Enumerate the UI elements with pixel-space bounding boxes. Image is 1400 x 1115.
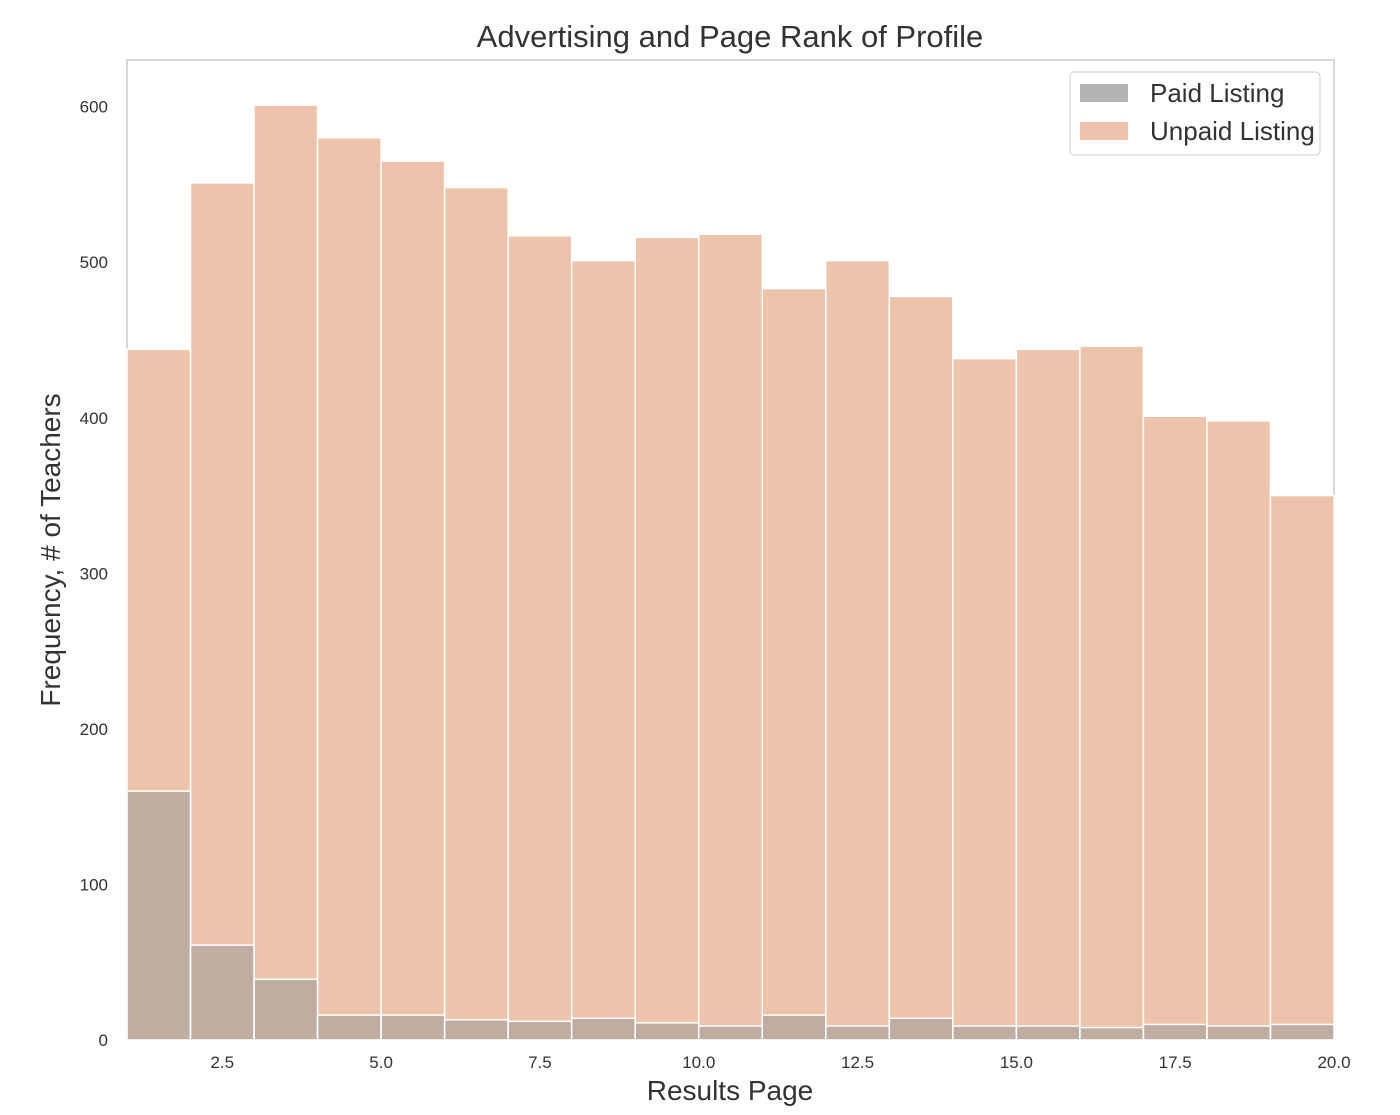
bar-unpaid-listing-13 bbox=[888, 295, 954, 1041]
bar-unpaid-listing-9 bbox=[634, 236, 700, 1041]
bar-unpaid-listing-16 bbox=[1079, 345, 1145, 1041]
bar-paid-listing-2 bbox=[189, 944, 255, 1041]
bar-unpaid-listing-10 bbox=[697, 233, 764, 1041]
legend-swatch-unpaid bbox=[1080, 122, 1128, 140]
bar-unpaid-listing-3 bbox=[253, 104, 319, 1041]
bar-unpaid-listing-15 bbox=[1015, 348, 1081, 1041]
legend-label-unpaid: Unpaid Listing bbox=[1150, 116, 1315, 146]
bar-paid-listing-18 bbox=[1206, 1025, 1272, 1041]
bar-paid-listing-1 bbox=[126, 790, 192, 1041]
x-tick-label: 7.5 bbox=[528, 1053, 552, 1072]
x-tick-label: 15.0 bbox=[1000, 1053, 1033, 1072]
bar-paid-listing-19 bbox=[1269, 1023, 1335, 1041]
legend: Paid Listing Unpaid Listing bbox=[1069, 71, 1321, 156]
bar-paid-listing-12 bbox=[825, 1025, 891, 1041]
bar-paid-listing-11 bbox=[761, 1014, 827, 1041]
bar-unpaid-listing-7 bbox=[507, 235, 573, 1041]
bar-paid-listing-16 bbox=[1079, 1026, 1145, 1041]
x-tick-label: 17.5 bbox=[1159, 1053, 1192, 1072]
y-tick-label: 100 bbox=[80, 875, 108, 894]
legend-box bbox=[1069, 71, 1321, 156]
x-tick-label: 12.5 bbox=[841, 1053, 874, 1072]
y-axis-ticks: 0 100 200 300 400 500 600 bbox=[80, 98, 108, 1050]
legend-label-paid: Paid Listing bbox=[1150, 78, 1284, 108]
bar-paid-listing-7 bbox=[507, 1020, 573, 1041]
bar-paid-listing-9 bbox=[634, 1022, 700, 1041]
y-tick-label: 600 bbox=[80, 98, 108, 117]
legend-swatch-paid bbox=[1080, 84, 1128, 102]
bar-paid-listing-5 bbox=[380, 1014, 446, 1041]
y-tick-label: 300 bbox=[80, 564, 108, 583]
bars-group bbox=[126, 104, 1335, 1041]
bar-paid-listing-17 bbox=[1142, 1023, 1208, 1041]
bar-unpaid-listing-5 bbox=[380, 160, 446, 1041]
x-tick-label: 5.0 bbox=[369, 1053, 393, 1072]
bar-paid-listing-14 bbox=[952, 1025, 1018, 1041]
bar-unpaid-listing-11 bbox=[761, 287, 827, 1041]
bar-unpaid-listing-18 bbox=[1206, 420, 1272, 1041]
bar-unpaid-listing-12 bbox=[825, 259, 891, 1041]
bar-paid-listing-15 bbox=[1015, 1025, 1081, 1041]
bar-unpaid-listing-6 bbox=[443, 186, 509, 1041]
y-tick-label: 0 bbox=[99, 1031, 108, 1050]
chart-title: Advertising and Page Rank of Profile bbox=[477, 19, 984, 54]
y-tick-label: 500 bbox=[80, 253, 108, 272]
x-axis-ticks: 2.5 5.0 7.5 10.0 12.5 15.0 17.5 20.0 bbox=[210, 1053, 1350, 1072]
bar-paid-listing-13 bbox=[888, 1017, 954, 1041]
bar-paid-listing-4 bbox=[316, 1014, 382, 1041]
bar-paid-listing-3 bbox=[253, 978, 319, 1041]
bar-unpaid-listing-4 bbox=[316, 137, 382, 1041]
y-axis-label: Frequency, # of Teachers bbox=[35, 393, 66, 706]
x-axis-label: Results Page bbox=[647, 1075, 814, 1106]
x-tick-label: 10.0 bbox=[682, 1053, 715, 1072]
y-tick-label: 200 bbox=[80, 720, 108, 739]
x-tick-label: 2.5 bbox=[210, 1053, 234, 1072]
bar-unpaid-listing-2 bbox=[189, 182, 255, 1041]
bar-unpaid-listing-19 bbox=[1269, 494, 1335, 1041]
bar-unpaid-listing-17 bbox=[1142, 415, 1208, 1041]
y-tick-label: 400 bbox=[80, 409, 108, 428]
x-tick-label: 20.0 bbox=[1317, 1053, 1350, 1072]
bar-paid-listing-8 bbox=[570, 1017, 636, 1041]
bar-unpaid-listing-14 bbox=[952, 357, 1018, 1041]
bar-unpaid-listing-8 bbox=[570, 259, 636, 1041]
bar-paid-listing-10 bbox=[697, 1025, 764, 1041]
bar-paid-listing-6 bbox=[443, 1019, 509, 1041]
